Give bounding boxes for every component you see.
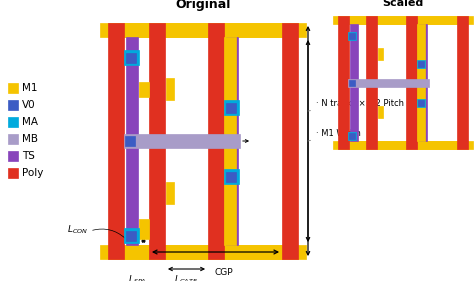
Text: TS: TS (22, 151, 35, 161)
Bar (333, 141, 473, 149)
Bar (457, 16, 468, 149)
Text: MA: MA (22, 117, 38, 127)
Bar (338, 16, 349, 149)
Text: CGP: CGP (214, 268, 233, 277)
Text: $L_{CON}$: $L_{CON}$ (67, 224, 88, 236)
Bar (8, 100, 18, 110)
Bar (349, 33, 355, 39)
Bar (166, 78, 174, 100)
Bar (124, 228, 139, 243)
Bar (149, 23, 165, 259)
Bar (108, 245, 298, 259)
Bar (282, 23, 298, 259)
Bar (366, 16, 377, 149)
Bar (226, 103, 236, 113)
Bar (8, 134, 18, 144)
Bar (418, 100, 424, 106)
Bar (166, 182, 174, 204)
Bar (139, 219, 149, 239)
Bar (226, 172, 236, 182)
Bar (348, 32, 356, 40)
Text: M1: M1 (22, 83, 37, 93)
Bar (406, 16, 417, 149)
Bar (417, 99, 425, 107)
Text: MB: MB (22, 134, 38, 144)
Text: V0: V0 (22, 100, 36, 110)
Bar (349, 80, 355, 85)
Bar (139, 82, 149, 97)
Bar (418, 61, 424, 67)
Bar (208, 23, 224, 259)
Bar (124, 50, 139, 65)
Bar (378, 106, 383, 118)
Bar (124, 134, 240, 148)
Text: Poly: Poly (22, 168, 44, 178)
Text: $L_{GATE}$: $L_{GATE}$ (174, 273, 199, 281)
Bar (224, 169, 239, 184)
Bar (417, 24, 425, 141)
Bar (126, 53, 136, 63)
Bar (8, 83, 18, 93)
Bar (125, 136, 135, 146)
Bar (419, 24, 427, 141)
Text: $L_{SPA}$: $L_{SPA}$ (128, 273, 147, 281)
Bar (8, 151, 18, 161)
Text: Scaled: Scaled (383, 0, 424, 8)
Bar (348, 78, 429, 87)
Bar (108, 23, 124, 259)
Bar (126, 37, 138, 245)
Bar (349, 133, 355, 139)
Bar (348, 132, 356, 140)
Bar (338, 141, 468, 149)
Bar (100, 23, 306, 37)
Bar (338, 16, 468, 24)
Bar (417, 60, 425, 68)
Text: · M1 Width: · M1 Width (308, 128, 361, 141)
Bar (8, 168, 18, 178)
Text: Original: Original (175, 0, 231, 11)
Text: · N tracks × M2 Pitch: · N tracks × M2 Pitch (308, 99, 404, 111)
Bar (224, 37, 236, 245)
Bar (100, 245, 306, 259)
Bar (226, 37, 238, 245)
Bar (224, 100, 239, 115)
Bar (333, 16, 473, 24)
Bar (350, 24, 358, 141)
Bar (378, 48, 383, 60)
Bar (108, 23, 298, 37)
Bar (8, 117, 18, 127)
Bar (126, 231, 136, 241)
